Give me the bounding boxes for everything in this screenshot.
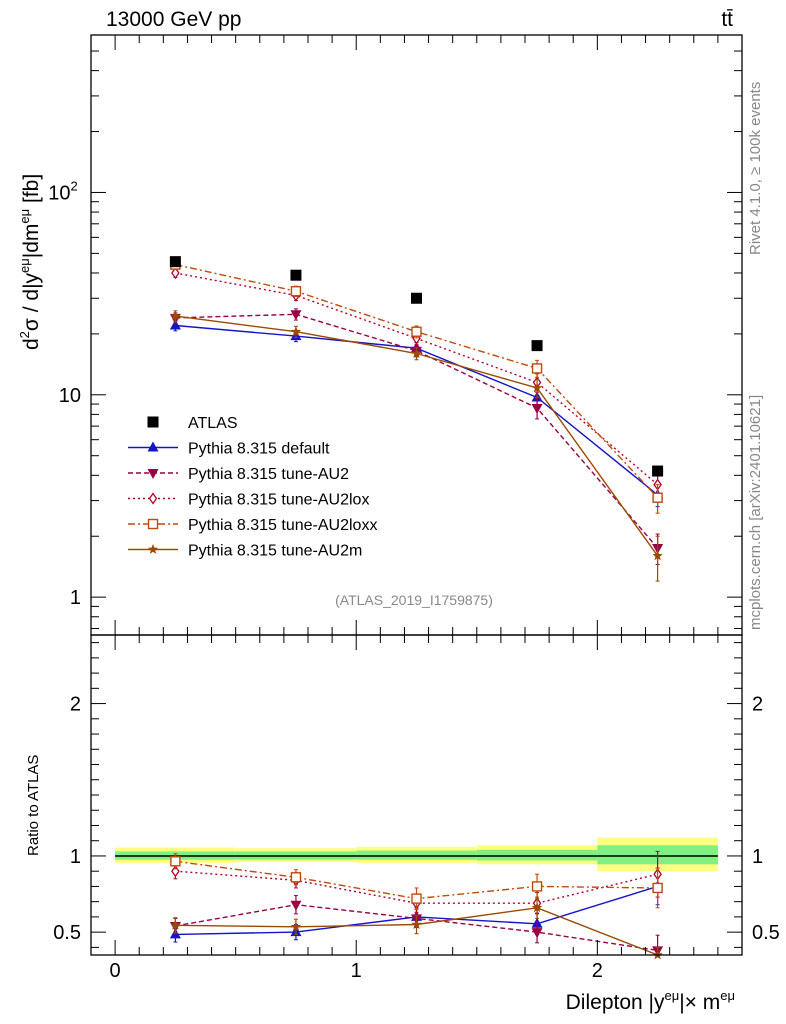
legend-label-atlas: ATLAS <box>188 415 238 432</box>
main-point-atlas <box>411 292 422 304</box>
main-point-au2m <box>652 550 663 561</box>
legend-label-au2m: Pythia 8.315 tune-AU2m <box>188 543 362 560</box>
mcplots-label: mcplots.cern.ch [arXiv:2401.10621] <box>747 395 764 630</box>
ratio-xlabel: Dilepton |yeμ|× meμ <box>566 988 735 1014</box>
main-point-atlas <box>652 465 664 477</box>
ratio-point-au2m <box>170 919 181 930</box>
ratio-panel: 0.5 0.5 1 1 2 2 0 1 2 <box>53 634 780 982</box>
main-point-au2m <box>290 326 302 337</box>
main-point-au2loxx <box>290 286 302 297</box>
legend-marker-default <box>147 441 159 452</box>
main-ytick-label: 1 <box>70 587 81 609</box>
main-point-au2loxx <box>411 326 422 337</box>
energy-label: 13000 GeV pp <box>106 8 241 31</box>
ratio-ytick-label-right: 1 <box>752 846 763 868</box>
main-point-au2m <box>411 348 422 358</box>
ratio-point-au2loxx <box>290 872 302 883</box>
main-panel: 1 10 102 <box>48 34 743 636</box>
main-point-atlas <box>169 256 181 268</box>
ratio-xtick-label: 0 <box>110 960 121 982</box>
legend-marker-au2 <box>147 469 159 479</box>
main-ytick-label: 102 <box>48 178 77 204</box>
ratio-point-au2loxx <box>170 856 181 867</box>
legend-label-au2loxx: Pythia 8.315 tune-AU2loxx <box>188 517 377 534</box>
main-point-au2lox <box>171 266 180 280</box>
ratio-band-green <box>356 850 477 860</box>
legend-marker-au2loxx <box>147 518 159 530</box>
legend-marker-atlas <box>147 416 159 428</box>
process-label: tt̄ <box>721 8 733 31</box>
legend-marker-au2lox <box>148 492 158 505</box>
main-point-au2loxx <box>531 363 543 374</box>
legend-label-default: Pythia 8.315 default <box>188 441 330 458</box>
ratio-point-au2m <box>411 919 422 929</box>
ratio-ytick-label-right: 0.5 <box>752 922 780 944</box>
ratio-point-au2m <box>290 921 302 932</box>
ratio-point-au2loxx <box>652 882 663 894</box>
legend-marker-au2m <box>147 544 159 554</box>
ratio-point-au2loxx <box>411 893 422 904</box>
main-point-au2 <box>290 310 302 321</box>
legend-label-au2: Pythia 8.315 tune-AU2 <box>188 466 349 483</box>
ratio-ytick-label-left: 1 <box>70 846 81 868</box>
ratio-point-au2loxx <box>531 881 543 892</box>
main-point-au2m <box>531 382 543 393</box>
main-point-default <box>169 319 181 330</box>
main-point-au2 <box>531 404 543 415</box>
analysis-label: (ATLAS_2019_I1759875) <box>335 592 493 608</box>
legend: ATLAS Pythia 8.315 default Pythia 8.315 tu… <box>128 415 377 560</box>
main-ytick-label: 10 <box>59 385 81 407</box>
ratio-xtick-label: 1 <box>351 960 362 982</box>
ratio-xtick-label: 2 <box>592 960 603 982</box>
ratio-line-au2lox <box>175 870 658 904</box>
main-point-au2m <box>170 310 181 321</box>
main-line-au2 <box>175 313 659 549</box>
main-point-au2loxx <box>652 492 663 503</box>
main-point-atlas <box>290 269 302 281</box>
main-ylabel: d2σ / d|yeμ|dmeμ [fb] <box>17 174 43 350</box>
ratio-ytick-label-left: 0.5 <box>53 922 81 944</box>
ratio-point-au2 <box>531 928 543 939</box>
ratio-point-au2 <box>290 900 302 911</box>
ratio-band-green <box>476 849 598 861</box>
rivet-label: Rivet 4.1.0, ≥ 100k events <box>747 82 764 255</box>
ratio-ytick-label-right: 2 <box>752 694 763 716</box>
main-point-atlas <box>531 340 543 352</box>
ratio-ytick-label-left: 2 <box>70 694 81 716</box>
legend-label-au2lox: Pythia 8.315 tune-AU2lox <box>188 492 369 509</box>
ratio-ylabel: Ratio to ATLAS <box>25 755 42 856</box>
ratio-point-au2m <box>531 902 543 913</box>
